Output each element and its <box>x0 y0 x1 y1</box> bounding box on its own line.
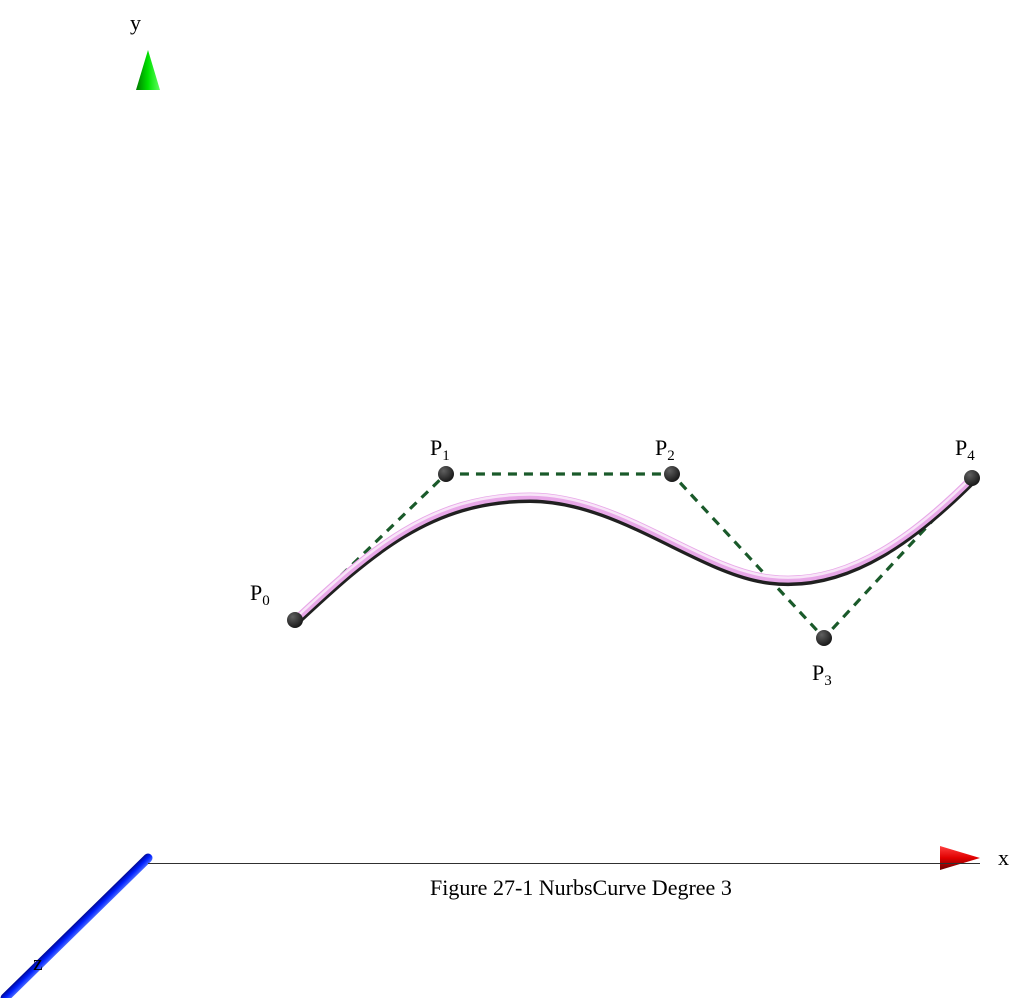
y-axis-label: y <box>130 10 141 35</box>
control-point-label-p0: P0 <box>250 580 270 609</box>
control-point-label-p4: P4 <box>955 435 975 464</box>
nurbs-curve-shadow <box>295 481 972 623</box>
control-point-label-p3: P3 <box>812 660 832 689</box>
control-point-p1 <box>438 466 454 482</box>
control-point-p4 <box>964 470 980 486</box>
control-point-p3 <box>816 630 832 646</box>
z-axis-label: z <box>33 950 43 975</box>
x-axis-label: x <box>998 845 1009 870</box>
nurbs-curve <box>295 478 972 620</box>
control-point-p2 <box>664 466 680 482</box>
nurbs-curve-highlight <box>295 477 972 619</box>
x-axis-arrowhead <box>940 846 980 870</box>
control-point-p0 <box>287 612 303 628</box>
z-axis <box>5 858 148 998</box>
y-axis-arrowhead <box>136 50 160 90</box>
figure-caption: Figure 27-1 NurbsCurve Degree 3 <box>430 875 732 900</box>
control-point-label-p2: P2 <box>655 435 675 464</box>
control-point-label-p1: P1 <box>430 435 450 464</box>
